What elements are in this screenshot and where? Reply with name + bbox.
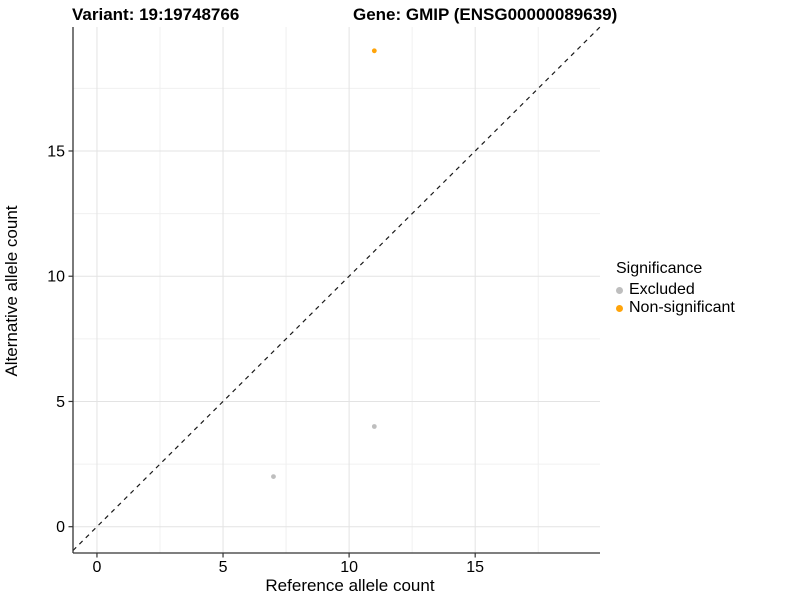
y-tick-label: 10	[47, 269, 65, 286]
excluded-point-icon	[616, 286, 623, 294]
non-significant-point-icon	[616, 304, 623, 312]
legend-item-label: Non-significant	[629, 299, 735, 316]
identity-dashed-line	[72, 26, 601, 551]
legend-item-label: Excluded	[629, 281, 695, 298]
data-point-non-significant	[371, 48, 377, 54]
x-tick-label: 0	[93, 559, 102, 576]
y-axis-title: Alternative allele count	[2, 205, 21, 377]
x-tick-label: 10	[340, 559, 358, 576]
data-point-excluded	[371, 424, 377, 429]
x-tick-label: 5	[219, 559, 228, 576]
y-tick-label: 5	[56, 394, 65, 411]
y-tick-label: 15	[47, 143, 65, 160]
legend: Significance Excluded Non-significant	[616, 260, 735, 317]
legend-title: Significance	[616, 260, 703, 277]
plot-title-gene: Gene: GMIP (ENSG00000089639)	[353, 5, 618, 24]
legend-item-excluded: Excluded	[616, 281, 735, 299]
plot-title-variant: Variant: 19:19748766	[72, 5, 240, 24]
x-tick-label: 15	[466, 559, 484, 576]
legend-item-non-significant: Non-significant	[616, 299, 735, 317]
y-tick-label: 0	[56, 519, 65, 536]
data-point-excluded	[271, 474, 276, 480]
x-axis-title: Reference allele count	[265, 576, 435, 595]
